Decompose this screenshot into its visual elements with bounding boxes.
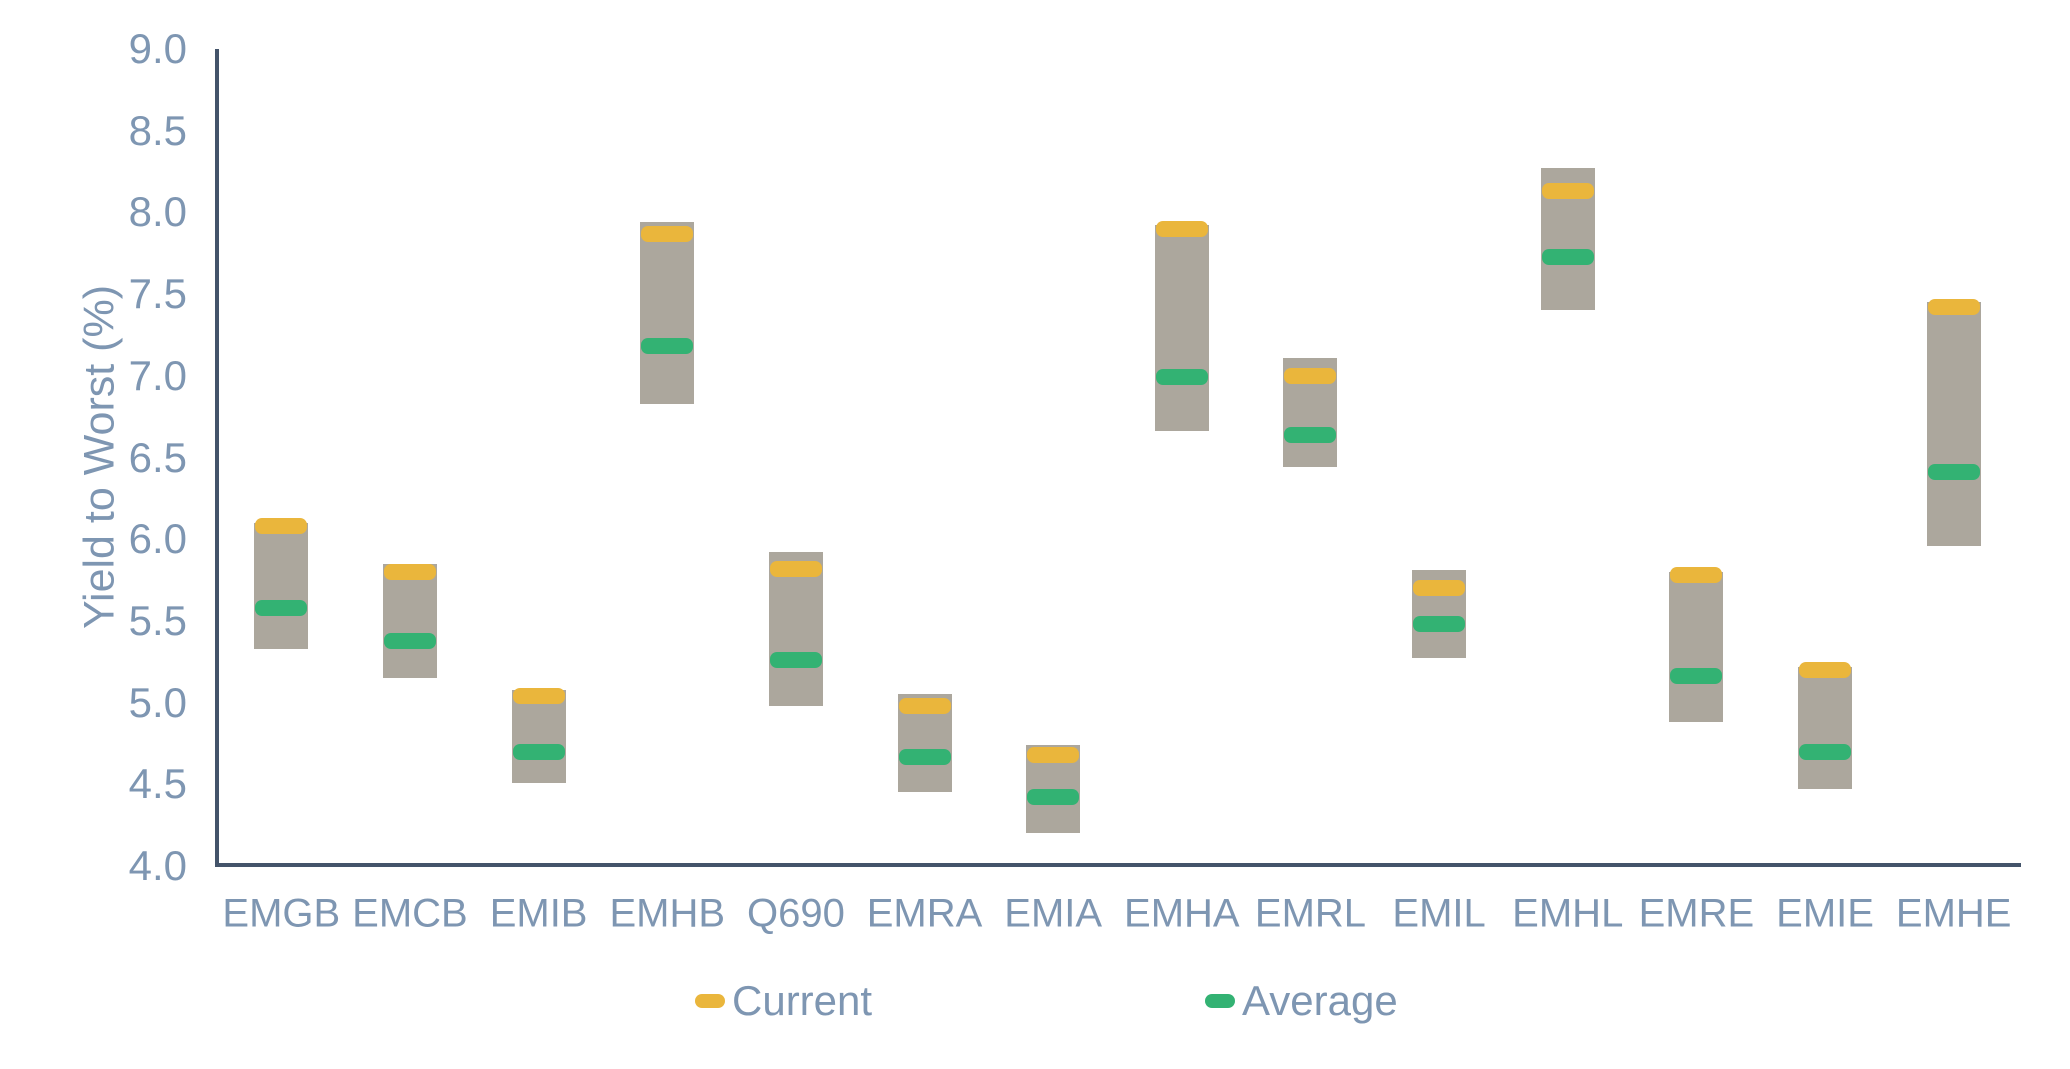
current-marker-emgb — [255, 518, 308, 535]
range-bar-emhb — [640, 222, 695, 404]
y-tick-label: 4.0 — [128, 842, 187, 889]
range-bar-q690 — [768, 552, 823, 706]
range-bar-emha — [1154, 225, 1209, 432]
current-marker-emra — [898, 697, 951, 714]
x-category-label: EMIE — [1776, 891, 1874, 936]
current-marker-emrl — [1284, 367, 1337, 384]
range-bar-emgb — [254, 522, 309, 649]
y-tick-label: 7.0 — [128, 351, 187, 399]
x-category-label: EMHA — [1124, 891, 1240, 936]
x-category-label: EMRL — [1254, 891, 1367, 936]
x-category-label: EMIB — [489, 891, 588, 936]
current-marker-emcb — [383, 563, 436, 580]
y-tick-label: 9.0 — [128, 25, 187, 72]
average-marker-emrl — [1284, 426, 1337, 443]
x-category-label: EMGB — [222, 891, 341, 936]
y-tick-label: 6.5 — [128, 433, 187, 481]
range-bar-emcb — [382, 563, 437, 679]
average-marker-emra — [898, 748, 951, 765]
current-marker-emre — [1670, 567, 1723, 584]
y-tick-label: 6.0 — [128, 515, 187, 563]
x-category-label: EMRE — [1638, 891, 1755, 936]
y-tick-label: 8.0 — [128, 188, 187, 236]
current-marker-emie — [1799, 661, 1852, 678]
x-category-label: EMHE — [1895, 891, 2012, 936]
x-category-label: EMCB — [352, 891, 468, 936]
legend-swatch-average-icon — [1205, 994, 1235, 1008]
average-marker-emre — [1670, 668, 1723, 685]
legend-swatch-current-icon — [695, 994, 725, 1008]
current-marker-emhe — [1927, 299, 1980, 316]
current-marker-emhl — [1541, 183, 1594, 200]
y-tick-label: 8.5 — [128, 106, 187, 154]
x-category-label: EMIL — [1392, 891, 1486, 936]
current-marker-q690 — [769, 560, 822, 577]
average-marker-emie — [1799, 743, 1852, 760]
y-tick-label: 7.5 — [128, 270, 187, 318]
range-bar-emib — [511, 689, 566, 783]
y-axis-line — [215, 49, 219, 867]
legend-label: Average — [1242, 977, 1398, 1024]
x-axis-line — [215, 863, 2021, 867]
legend-item-current: Current — [695, 977, 872, 1025]
x-category-label: EMHL — [1512, 891, 1624, 936]
y-tick-label: 4.5 — [128, 760, 187, 808]
y-tick-label: 5.0 — [128, 678, 187, 726]
average-marker-emcb — [383, 632, 436, 649]
x-category-label: Q690 — [746, 891, 845, 936]
range-bar-emhe — [1926, 302, 1981, 546]
average-marker-q690 — [769, 652, 822, 669]
average-marker-emia — [1027, 789, 1080, 806]
average-marker-emil — [1413, 616, 1466, 633]
current-marker-emib — [512, 688, 565, 705]
average-marker-emib — [512, 743, 565, 760]
average-marker-emhb — [641, 338, 694, 355]
average-marker-emha — [1155, 369, 1208, 386]
average-marker-emhl — [1541, 248, 1594, 265]
current-marker-emhb — [641, 225, 694, 242]
range-bar-emie — [1798, 666, 1853, 790]
legend-label: Current — [732, 977, 873, 1024]
legend-item-average: Average — [1205, 977, 1398, 1025]
x-category-label: EMIA — [1004, 891, 1103, 936]
current-marker-emia — [1027, 746, 1080, 763]
current-marker-emha — [1155, 220, 1208, 237]
x-category-label: EMRA — [866, 891, 983, 936]
average-marker-emgb — [255, 599, 308, 616]
x-category-label: EMHB — [609, 891, 726, 936]
current-marker-emil — [1413, 580, 1466, 597]
range-bar-emre — [1669, 571, 1724, 723]
y-tick-label: 5.5 — [128, 596, 187, 644]
average-marker-emhe — [1927, 464, 1980, 481]
